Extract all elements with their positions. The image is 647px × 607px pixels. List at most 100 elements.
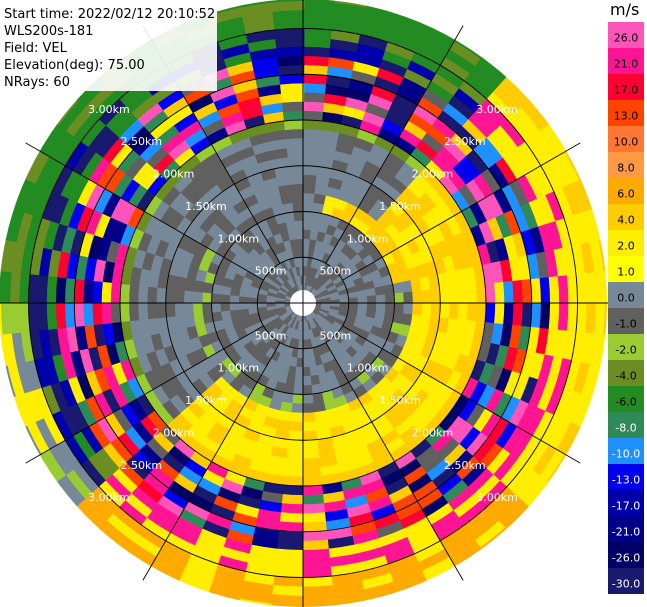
radar-cell bbox=[256, 302, 267, 308]
radar-cell bbox=[254, 325, 266, 336]
radar-cell bbox=[288, 318, 296, 329]
radar-cell bbox=[312, 248, 321, 260]
radar-cell bbox=[510, 146, 534, 177]
radar-cell bbox=[312, 401, 326, 413]
range-ring-label: 500m bbox=[319, 329, 351, 342]
radar-cell bbox=[301, 585, 334, 597]
radar-cell bbox=[291, 319, 298, 330]
radar-cell bbox=[176, 354, 193, 372]
radar-cell bbox=[370, 84, 398, 103]
radar-cell bbox=[535, 251, 550, 280]
range-ring-label: 1.00km bbox=[347, 232, 389, 245]
radar-cell bbox=[211, 134, 234, 153]
radar-cell bbox=[69, 349, 86, 377]
radar-cell bbox=[191, 377, 208, 396]
radar-cell bbox=[310, 374, 321, 386]
radar-cell bbox=[197, 109, 223, 129]
radar-cell bbox=[220, 310, 232, 321]
radar-cell bbox=[166, 273, 178, 290]
radar-cell bbox=[485, 240, 501, 265]
radar-cell bbox=[87, 345, 103, 372]
radar-cell bbox=[277, 221, 289, 234]
radar-cell bbox=[184, 277, 196, 292]
radar-cell bbox=[366, 152, 387, 169]
radar-cell bbox=[195, 143, 217, 163]
radar-cell bbox=[485, 342, 501, 367]
radar-cell bbox=[575, 273, 588, 305]
radar-cell bbox=[41, 383, 61, 415]
radar-cell bbox=[500, 396, 521, 424]
radar-cell bbox=[58, 99, 87, 131]
radar-cell bbox=[42, 354, 60, 386]
radar-cell bbox=[93, 187, 114, 214]
radar-cell bbox=[553, 387, 574, 420]
radar-cell bbox=[303, 201, 315, 213]
radar-cell bbox=[369, 143, 391, 161]
radar-cell bbox=[403, 303, 414, 316]
radar-cell bbox=[461, 462, 487, 488]
radar-cell bbox=[314, 326, 322, 337]
radar-cell bbox=[347, 398, 363, 413]
radar-cell bbox=[342, 275, 354, 285]
radar-cell bbox=[186, 161, 207, 181]
radar-cell bbox=[93, 366, 111, 393]
radar-cell bbox=[32, 386, 53, 419]
radar-cell bbox=[287, 365, 297, 377]
radar-cell bbox=[308, 276, 315, 287]
radar-cell bbox=[84, 369, 103, 397]
radar-cell bbox=[125, 455, 150, 481]
radar-cell bbox=[220, 285, 232, 296]
radar-cell bbox=[308, 238, 317, 250]
radar-cell bbox=[435, 64, 466, 90]
colorbar-segment bbox=[608, 48, 644, 75]
range-ring-label: 500m bbox=[319, 265, 351, 278]
radar-cell bbox=[225, 528, 254, 546]
radar-cell bbox=[397, 378, 415, 396]
radar-cell bbox=[414, 216, 431, 235]
radar-cell bbox=[308, 356, 317, 368]
radar-cell bbox=[367, 384, 383, 401]
radar-cell bbox=[165, 418, 187, 440]
radar-cell bbox=[285, 346, 294, 358]
radar-ray-cells bbox=[0, 0, 607, 607]
radar-cell bbox=[191, 361, 207, 379]
radar-cell bbox=[499, 259, 513, 284]
radar-cell bbox=[555, 422, 580, 456]
radar-cell bbox=[319, 464, 340, 477]
radar-cell bbox=[303, 211, 314, 222]
radar-cell bbox=[178, 508, 207, 530]
radar-cell bbox=[262, 415, 279, 429]
radar-cell bbox=[312, 392, 325, 404]
colorbar-segment bbox=[608, 568, 644, 594]
radar-cell bbox=[272, 566, 303, 578]
radar-cell bbox=[171, 341, 186, 360]
radar-cell bbox=[443, 389, 462, 412]
radar-cell bbox=[303, 46, 332, 58]
radar-cell bbox=[391, 493, 418, 513]
radar-cell bbox=[449, 41, 483, 68]
radar-cell bbox=[493, 125, 519, 154]
range-ring-label: 2.50km bbox=[120, 459, 162, 472]
radar-cell bbox=[6, 362, 25, 397]
radar-cell bbox=[473, 264, 486, 286]
radar-cell bbox=[446, 270, 459, 289]
radar-cell bbox=[161, 487, 189, 510]
radar-cell bbox=[519, 376, 539, 405]
radar-cell bbox=[421, 88, 450, 112]
radar-cell bbox=[384, 367, 400, 384]
radar-cell bbox=[99, 519, 131, 548]
radar-cell bbox=[202, 281, 214, 294]
radar-cell bbox=[383, 545, 415, 565]
radar-cell bbox=[269, 224, 281, 237]
radar-cell bbox=[28, 272, 40, 303]
radar-cell bbox=[153, 152, 176, 175]
radar-cell bbox=[405, 524, 436, 547]
radar-cell bbox=[469, 65, 501, 94]
radar-cell bbox=[111, 506, 142, 533]
radar-cell bbox=[238, 302, 249, 310]
radar-cell bbox=[334, 279, 346, 289]
radar-cell bbox=[481, 322, 495, 345]
colorbar-tick-label: 17.0 bbox=[614, 84, 639, 97]
radar-cell bbox=[279, 73, 305, 85]
radar-cell bbox=[134, 372, 153, 395]
